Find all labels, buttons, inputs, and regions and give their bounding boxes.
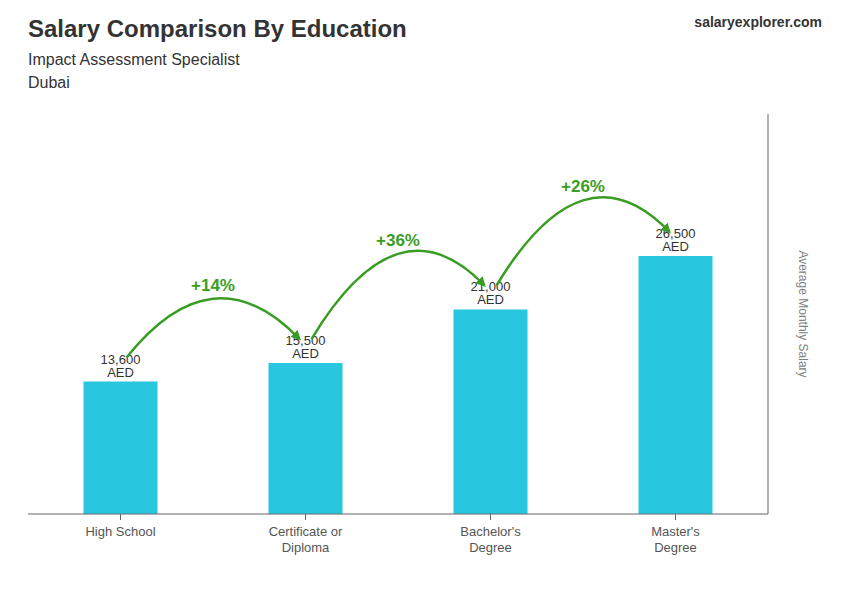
svg-text:26,500AED: 26,500AED (656, 226, 696, 254)
svg-text:Bachelor'sDegree: Bachelor'sDegree (460, 524, 521, 555)
svg-text:21,000AED: 21,000AED (471, 279, 511, 307)
svg-text:15,500AED: 15,500AED (286, 333, 326, 361)
svg-text:Average Monthly Salary: Average Monthly Salary (796, 250, 810, 377)
svg-text:+14%: +14% (191, 276, 235, 295)
svg-text:+36%: +36% (376, 231, 420, 250)
html-text:Dubai: Dubai (28, 74, 70, 91)
svg-text:High School: High School (85, 524, 155, 539)
svg-text:Master'sDegree: Master'sDegree (651, 524, 700, 555)
svg-text:+26%: +26% (561, 177, 605, 196)
html-text:Salary Comparison By Education: Salary Comparison By Education (28, 15, 407, 42)
html-text:Impact Assessment Specialist: Impact Assessment Specialist (28, 51, 240, 68)
html-text:salary explorer.com: salary explorer.com (694, 14, 822, 30)
svg-text:Certificate orDiploma: Certificate orDiploma (269, 524, 343, 555)
svg-text:13,600AED: 13,600AED (101, 352, 141, 380)
